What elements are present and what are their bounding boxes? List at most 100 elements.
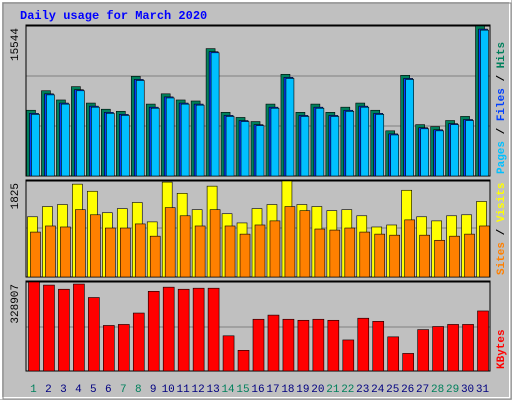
- bar: [327, 319, 340, 372]
- bar: [31, 114, 40, 177]
- x-tick-label: 23: [356, 384, 369, 396]
- bar: [254, 224, 266, 278]
- bar: [330, 116, 340, 177]
- bar: [75, 209, 86, 278]
- x-tick-label: 9: [150, 384, 157, 396]
- bar: [255, 125, 265, 177]
- bar: [375, 114, 385, 177]
- x-tick-label: 16: [251, 384, 264, 396]
- bar: [299, 210, 311, 278]
- bar: [43, 284, 55, 372]
- x-tick-label: 26: [401, 384, 414, 396]
- x-tick-label: 24: [371, 384, 385, 396]
- x-tick-label: 31: [476, 384, 490, 396]
- x-tick-label: 29: [446, 384, 459, 396]
- bar: [149, 235, 161, 278]
- bar: [119, 227, 131, 278]
- bar: [180, 103, 190, 177]
- x-tick-label: 15: [236, 384, 249, 396]
- legend-separator: /: [496, 222, 508, 242]
- bar: [207, 287, 220, 372]
- bar: [103, 325, 115, 372]
- bar: [147, 291, 160, 372]
- bar: [435, 130, 444, 177]
- x-tick-label: 20: [311, 384, 324, 396]
- x-tick-label: 14: [221, 384, 235, 396]
- bar: [450, 124, 459, 177]
- bar: [120, 115, 130, 177]
- bar: [240, 121, 250, 177]
- legend-entry: Files: [496, 88, 508, 121]
- bar: [194, 225, 206, 278]
- x-tick-label: 4: [75, 384, 82, 396]
- bar: [434, 239, 445, 278]
- bar: [73, 283, 85, 372]
- bar: [359, 231, 371, 278]
- x-tick-label: 30: [461, 384, 474, 396]
- x-tick-label: 2: [45, 384, 52, 396]
- bar: [192, 287, 205, 372]
- chart-title: Daily usage for March 2020: [20, 9, 207, 23]
- bar: [135, 80, 145, 177]
- legend-separator: /: [496, 68, 508, 88]
- bar: [45, 225, 56, 278]
- legend-entry: Sites: [496, 242, 508, 275]
- bar: [117, 324, 130, 372]
- bar: [282, 318, 295, 372]
- bar: [165, 97, 175, 177]
- bar: [105, 227, 116, 278]
- bar: [297, 319, 310, 372]
- bar: [210, 52, 220, 177]
- bar: [465, 120, 474, 177]
- bar: [404, 219, 415, 278]
- bar: [237, 349, 250, 372]
- bar: [357, 317, 370, 372]
- bar: [60, 226, 71, 278]
- bar: [267, 314, 280, 372]
- legend: Pages / Files / Hits: [496, 42, 508, 174]
- x-tick-label: 27: [416, 384, 429, 396]
- bar: [447, 324, 459, 372]
- x-tick-label: 3: [60, 384, 67, 396]
- x-tick-label: 22: [341, 384, 354, 396]
- bar: [389, 234, 401, 278]
- bar: [285, 78, 295, 177]
- bar: [164, 207, 176, 278]
- x-tick-label: 8: [135, 384, 142, 396]
- bar: [58, 288, 70, 372]
- legend-entry: Pages: [496, 141, 508, 174]
- x-tick-label: 21: [326, 384, 340, 396]
- x-tick-label: 1: [30, 384, 37, 396]
- bar: [387, 336, 400, 372]
- x-tick-label: 7: [120, 384, 127, 396]
- bar: [417, 329, 429, 372]
- y-tick-label: 1825: [10, 183, 22, 209]
- bar: [300, 116, 310, 177]
- bar: [132, 312, 145, 372]
- legend-entry: Hits: [496, 42, 508, 68]
- bar: [449, 235, 460, 278]
- bar: [106, 113, 115, 177]
- bar: [225, 116, 235, 177]
- bar: [312, 318, 325, 372]
- legend: KBytes: [496, 329, 508, 369]
- bar: [224, 225, 236, 278]
- x-tick-label: 18: [281, 384, 294, 396]
- legend-entry: KBytes: [496, 329, 508, 369]
- bar: [464, 233, 475, 278]
- bar: [329, 229, 341, 278]
- bar: [269, 220, 281, 278]
- bar: [195, 104, 205, 177]
- bar: [374, 233, 386, 278]
- bar: [314, 228, 326, 278]
- bar: [222, 335, 235, 372]
- bar: [162, 286, 175, 372]
- bar: [88, 297, 100, 372]
- bar: [479, 225, 490, 278]
- bar: [91, 106, 100, 177]
- y-tick-label: 15544: [10, 28, 22, 61]
- legend-entry: Visits: [496, 183, 508, 223]
- bevel-shadow: [2, 2, 512, 400]
